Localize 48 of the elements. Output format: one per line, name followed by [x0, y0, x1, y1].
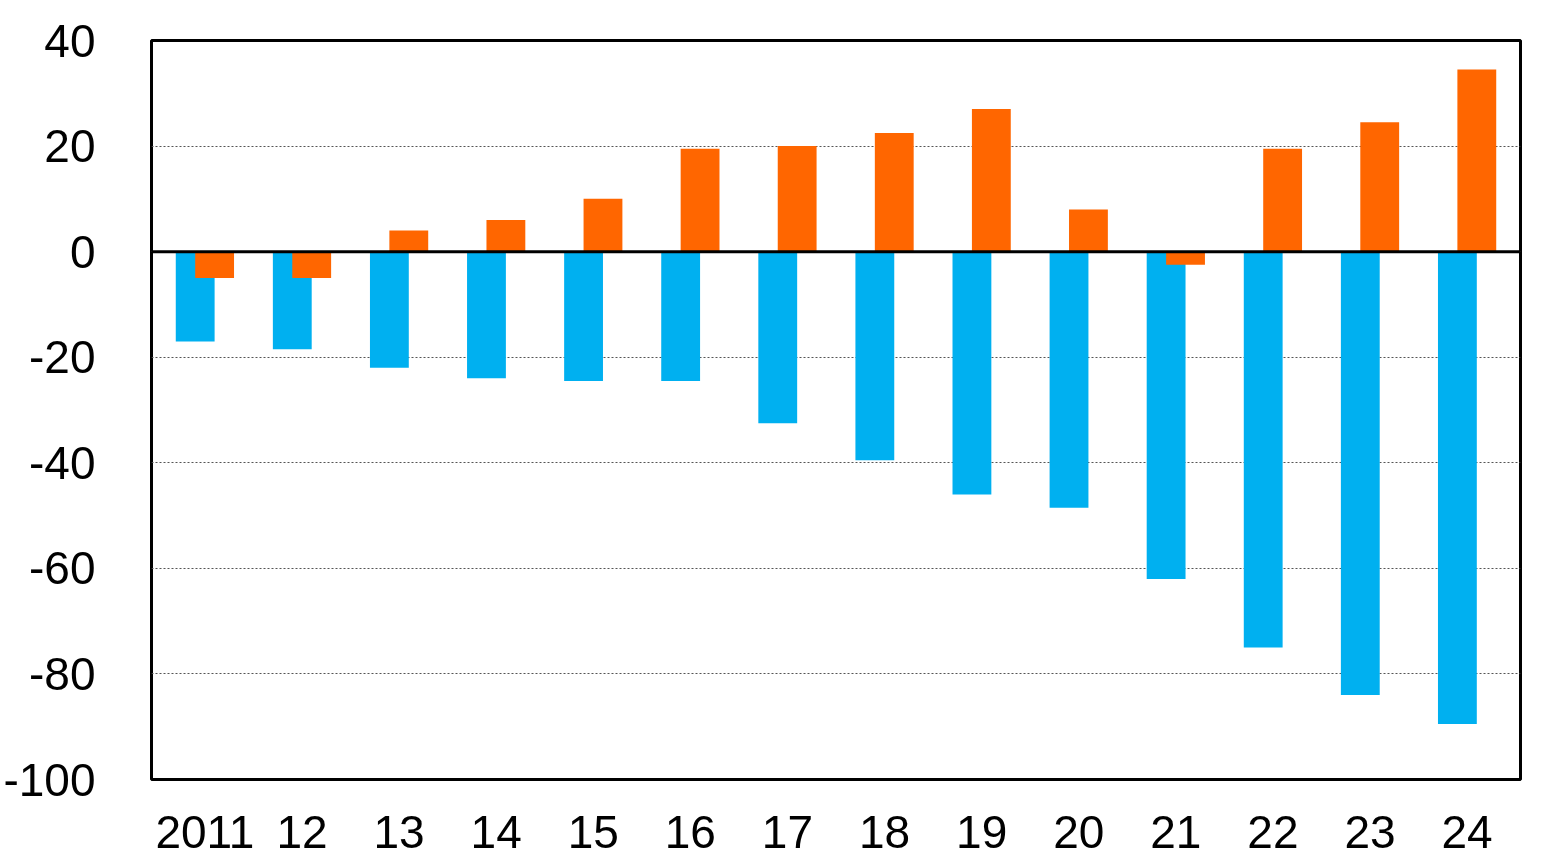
bar [1069, 209, 1108, 252]
y-tick-label: -100 [3, 753, 96, 806]
x-tick-label: 14 [470, 805, 522, 855]
bar [564, 251, 603, 381]
bar [1243, 251, 1283, 648]
x-tick-label: 23 [1344, 805, 1396, 855]
bar [486, 219, 526, 252]
x-tick-label: 18 [858, 805, 911, 855]
bar [583, 198, 623, 252]
x-tick-label: 17 [761, 805, 814, 855]
bar [758, 251, 798, 424]
x-tick-label: 12 [276, 805, 328, 855]
y-tick-label: 20 [44, 120, 96, 173]
bar [1049, 251, 1089, 508]
bar [680, 148, 720, 252]
bar [952, 251, 992, 495]
bar [467, 251, 506, 379]
bar [1457, 69, 1497, 252]
y-tick-label: -80 [29, 647, 96, 700]
bar [389, 230, 429, 252]
bar [1166, 251, 1205, 265]
x-tick-label: 15 [567, 805, 619, 855]
bar [1437, 251, 1477, 725]
x-tick-label: 19 [956, 805, 1008, 855]
bar [1340, 251, 1380, 696]
bar [1360, 122, 1400, 252]
x-tick-label: 20 [1053, 805, 1105, 855]
y-tick-label: -40 [29, 436, 96, 489]
bar [1146, 251, 1186, 579]
x-tick-label: 21 [1150, 805, 1202, 855]
x-tick-label: 2011 [155, 805, 255, 855]
bar [292, 251, 332, 279]
x-tick-label: 16 [664, 805, 716, 855]
bar [971, 109, 1011, 252]
bar [855, 251, 895, 461]
bar [1263, 148, 1303, 252]
bar [369, 251, 409, 368]
x-tick-label: 22 [1247, 805, 1299, 855]
x-tick-label: 24 [1441, 805, 1493, 855]
bar [195, 251, 235, 279]
bar [874, 132, 914, 252]
x-tick-label: 13 [373, 805, 425, 855]
y-tick-label: 0 [69, 225, 96, 278]
bar [777, 146, 817, 252]
y-tick-label: -60 [29, 542, 96, 595]
bar [661, 251, 701, 381]
y-tick-label: -20 [29, 331, 96, 384]
y-tick-label: 40 [44, 14, 96, 67]
